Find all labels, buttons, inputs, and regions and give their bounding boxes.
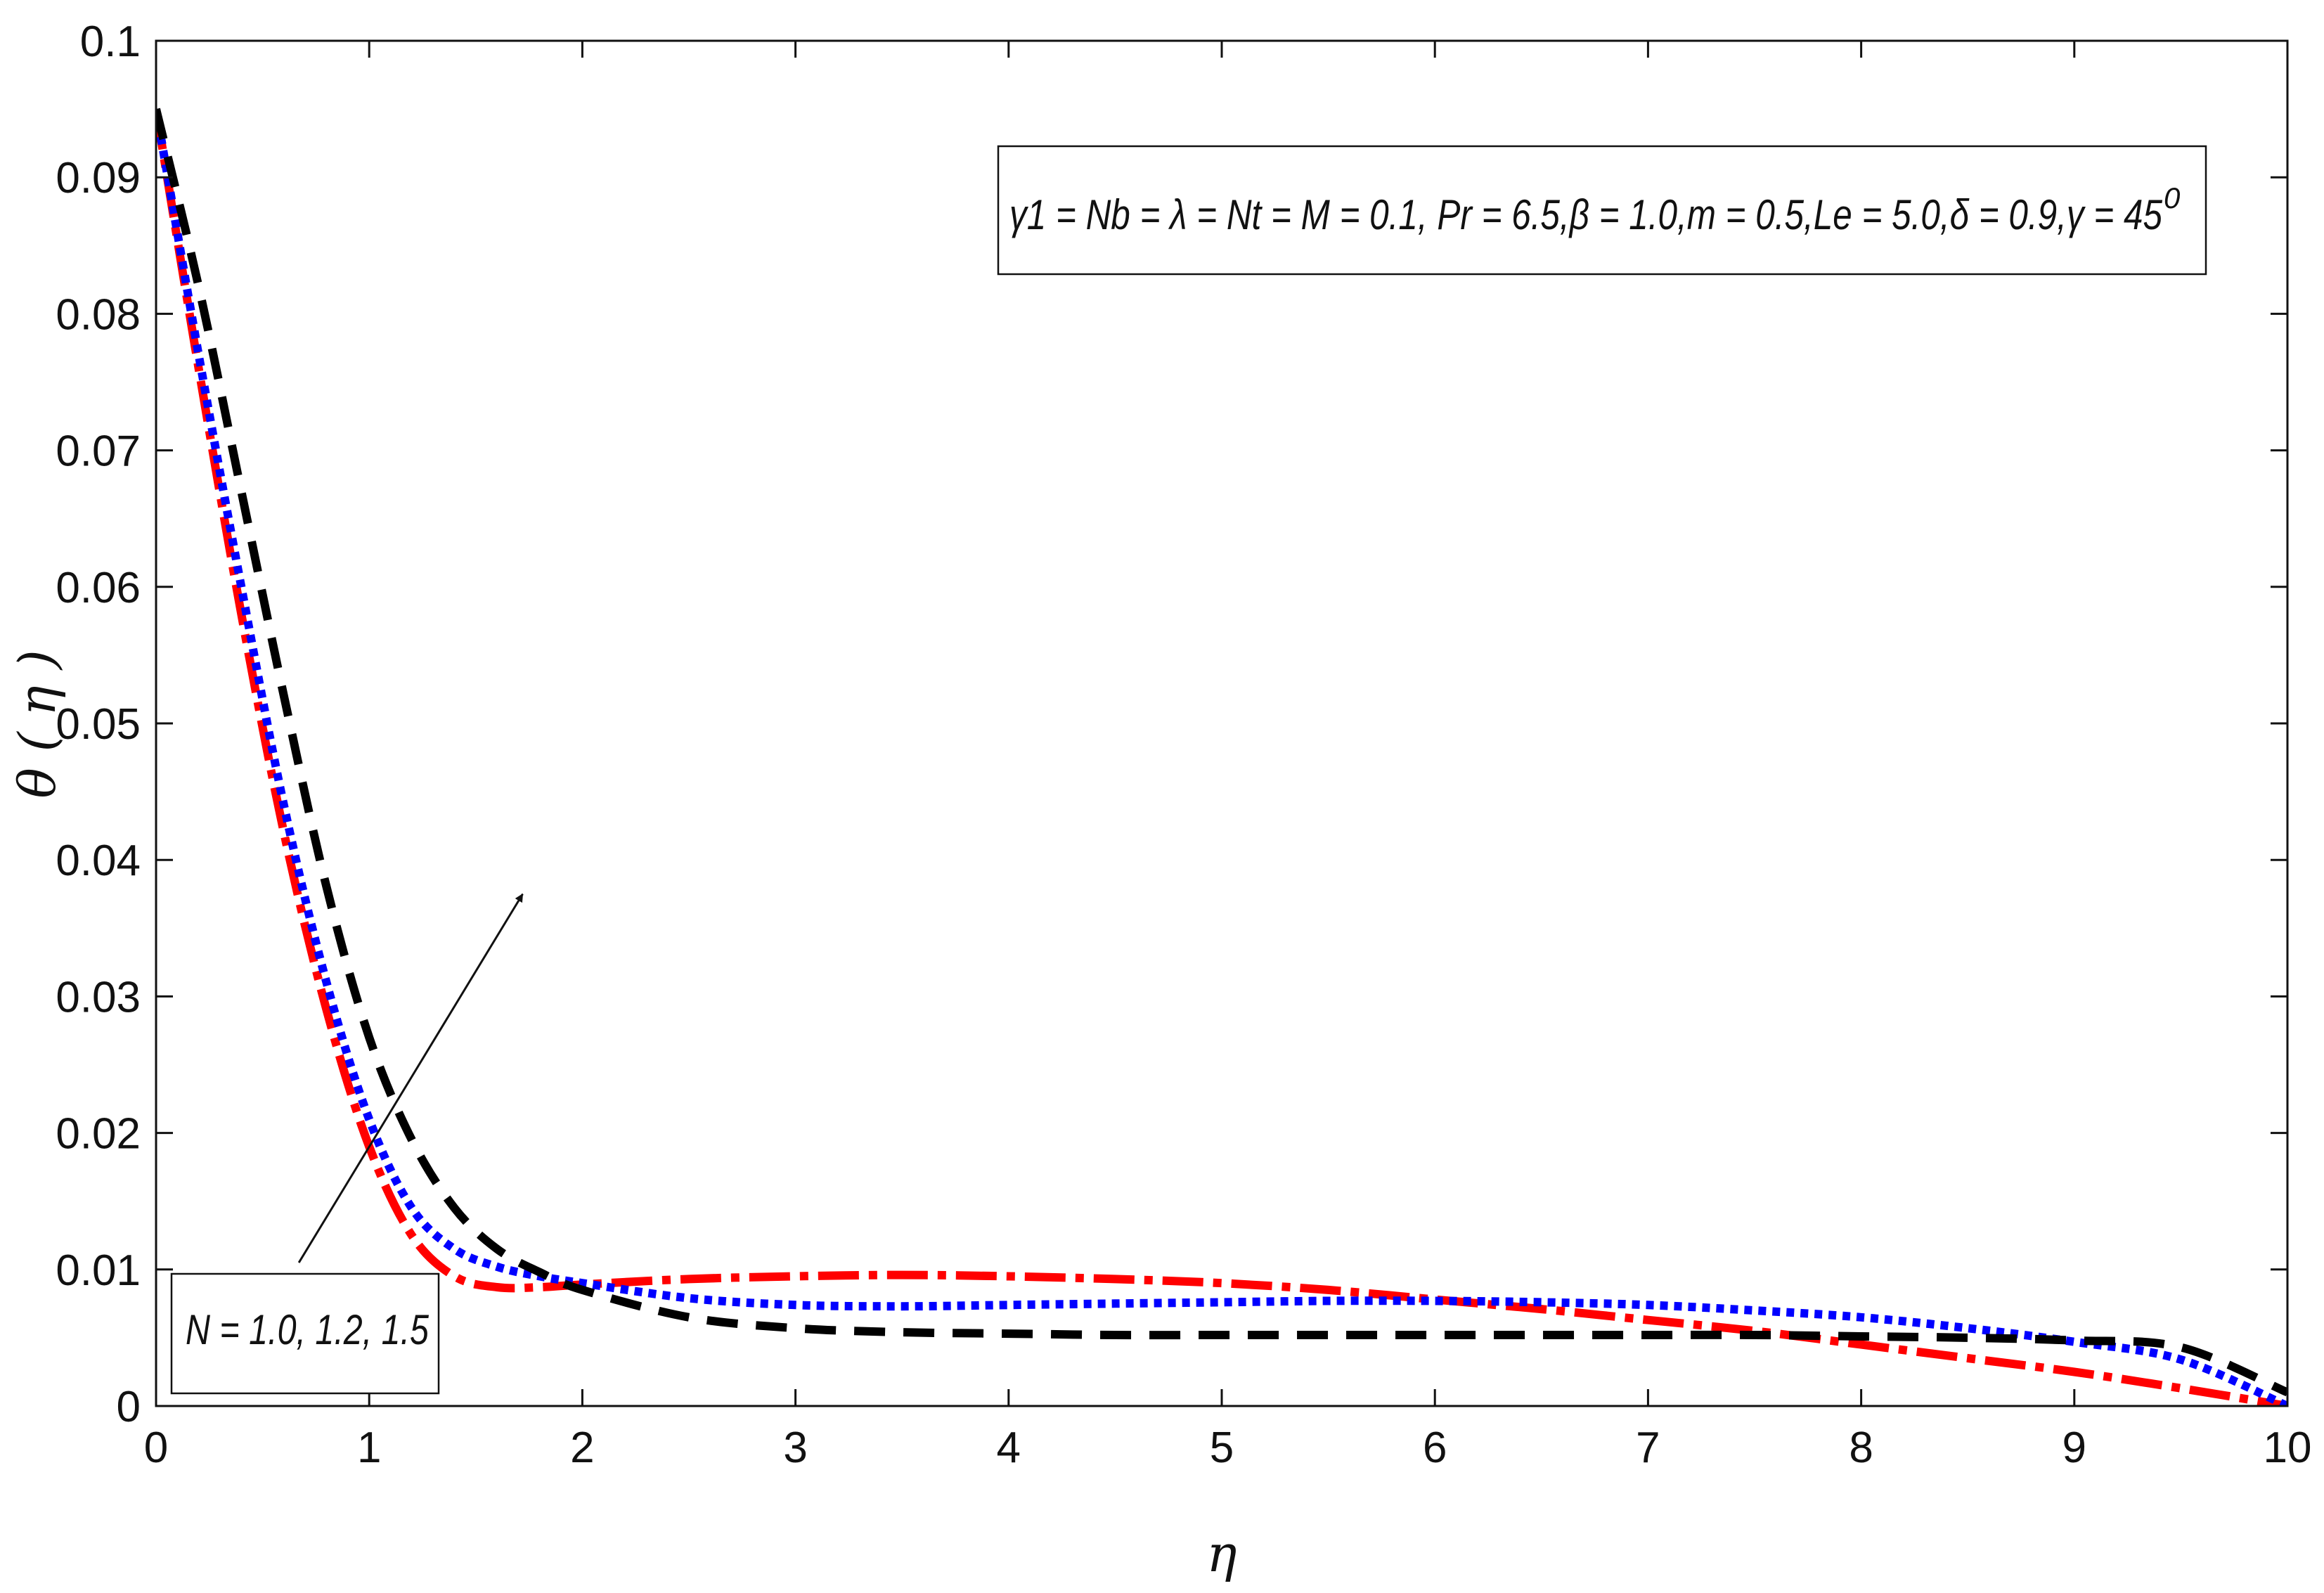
arrow-annotation — [297, 893, 524, 1263]
y-tick-label: 0.06 — [56, 564, 141, 612]
series-line-0 — [156, 108, 2287, 1406]
legend-box: N = 1.0, 1.2, 1.5 — [170, 1272, 440, 1395]
x-tick-label: 0 — [144, 1424, 168, 1472]
y-tick-label: 0.02 — [56, 1110, 141, 1159]
y-tick-label: 0.01 — [56, 1246, 141, 1295]
y-tick-label: 0.07 — [56, 427, 141, 476]
axis-ticks: 0 1 2 3 4 5 6 7 8 9 10 0 0.01 0.02 0.03 0.04 0.05 0.06 0.0… — [56, 18, 2311, 1472]
parameters-superscript: 0 — [2164, 181, 2181, 214]
x-tick-label: 6 — [1423, 1424, 1447, 1472]
legend-text: N = 1.0, 1.2, 1.5 — [186, 1306, 429, 1353]
x-tick-label: 8 — [1849, 1424, 1873, 1472]
y-tick-label: 0.03 — [56, 973, 141, 1021]
x-tick-label: 2 — [570, 1424, 594, 1472]
x-axis-label: η — [1206, 1524, 1237, 1583]
y-tick-label: 0.08 — [56, 290, 141, 339]
y-tick-label: 0.04 — [56, 837, 141, 885]
y-tick-label: 0.05 — [56, 700, 141, 749]
x-tick-label: 4 — [997, 1424, 1021, 1472]
y-axis-label: θ ( η ) — [8, 650, 67, 798]
x-tick-label: 1 — [357, 1424, 381, 1472]
parameters-text: γ1 = Nb = λ = Nt = M = 0.1, Pr = 6.5,β =… — [1009, 191, 2163, 238]
arrow-line — [297, 893, 524, 1263]
y-tick-label: 0 — [117, 1383, 141, 1431]
y-tick-label: 0.09 — [56, 154, 141, 202]
x-tick-label: 3 — [783, 1424, 807, 1472]
y-tick-label: 0.1 — [80, 18, 141, 66]
x-tick-label: 5 — [1210, 1424, 1234, 1472]
parameters-box: γ1 = Nb = λ = Nt = M = 0.1, Pr = 6.5,β =… — [997, 145, 2207, 276]
x-tick-label: 7 — [1636, 1424, 1660, 1472]
series-line-1 — [156, 108, 2287, 1406]
series-line-2 — [156, 108, 2287, 1397]
series-group — [156, 108, 2287, 1406]
x-tick-label: 9 — [2062, 1424, 2086, 1472]
x-tick-label: 10 — [2264, 1424, 2312, 1472]
